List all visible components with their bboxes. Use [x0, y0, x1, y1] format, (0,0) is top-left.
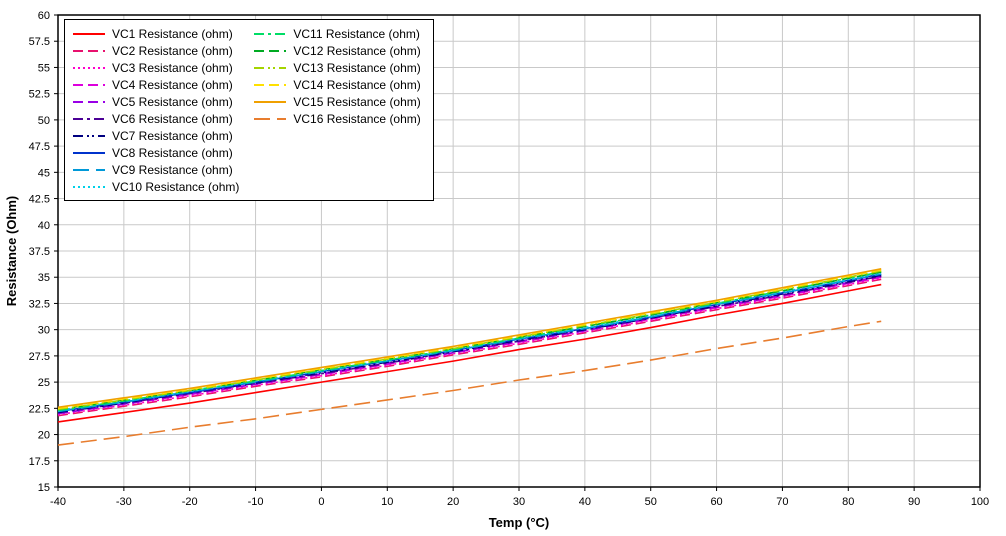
chart-legend: VC1 Resistance (ohm) VC2 Resistance (ohm)…	[64, 19, 434, 201]
legend-item-vc5: VC5 Resistance (ohm)	[72, 93, 239, 110]
y-tick-label: 57.5	[29, 36, 50, 48]
legend-item-vc16: VC16 Resistance (ohm)	[253, 110, 421, 127]
legend-label: VC8 Resistance (ohm)	[112, 145, 233, 160]
x-tick-label: 90	[908, 496, 920, 508]
x-tick-label: 80	[842, 496, 854, 508]
x-tick-label: 10	[381, 496, 393, 508]
legend-line-sample-icon	[254, 117, 287, 120]
legend-label: VC4 Resistance (ohm)	[112, 77, 233, 92]
series-line-vc2	[57, 278, 882, 417]
series-line-vc1	[57, 283, 882, 423]
legend-line-sample-icon	[73, 168, 105, 171]
legend-line-sample-icon	[73, 134, 105, 137]
legend-label: VC11 Resistance (ohm)	[293, 26, 420, 41]
legend-column: VC1 Resistance (ohm) VC2 Resistance (ohm)…	[72, 25, 239, 195]
legend-item-vc11: VC11 Resistance (ohm)	[253, 25, 420, 42]
legend-item-vc14: VC14 Resistance (ohm)	[253, 76, 421, 93]
legend-item-vc4: VC4 Resistance (ohm)	[72, 76, 239, 93]
y-tick-label: 32.5	[29, 298, 50, 310]
y-tick-label: 30	[38, 325, 50, 337]
x-tick-label: 50	[645, 496, 657, 508]
series-line-vc13	[57, 270, 882, 411]
y-tick-label: 20	[38, 430, 50, 442]
series-line-vc16	[57, 320, 882, 446]
legend-label: VC5 Resistance (ohm)	[112, 94, 233, 109]
x-tick-label: 40	[579, 496, 591, 508]
legend-item-vc8: VC8 Resistance (ohm)	[72, 144, 239, 161]
series-line-vc15	[57, 268, 882, 409]
legend-label: VC2 Resistance (ohm)	[112, 43, 233, 58]
x-tick-label: 70	[776, 496, 788, 508]
legend-item-vc7: VC7 Resistance (ohm)	[72, 127, 239, 144]
y-tick-label: 47.5	[29, 141, 50, 153]
legend-item-vc3: VC3 Resistance (ohm)	[72, 59, 239, 76]
legend-line-sample-icon	[73, 117, 105, 120]
legend-item-vc15: VC15 Resistance (ohm)	[253, 93, 421, 110]
y-tick-label: 52.5	[29, 89, 50, 101]
legend-label: VC15 Resistance (ohm)	[293, 94, 421, 109]
legend-label: VC13 Resistance (ohm)	[293, 60, 421, 75]
legend-label: VC9 Resistance (ohm)	[112, 162, 233, 177]
legend-line-sample-icon	[73, 32, 105, 35]
x-tick-label: -40	[50, 496, 66, 508]
series-line-vc14	[57, 269, 882, 410]
y-tick-label: 17.5	[29, 456, 50, 468]
legend-item-vc13: VC13 Resistance (ohm)	[253, 59, 421, 76]
legend-label: VC16 Resistance (ohm)	[293, 111, 421, 126]
legend-item-vc9: VC9 Resistance (ohm)	[72, 161, 239, 178]
x-tick-label: -30	[116, 496, 132, 508]
legend-line-sample-icon	[254, 49, 287, 52]
y-tick-label: 15	[38, 482, 50, 494]
legend-line-sample-icon	[73, 66, 105, 69]
y-tick-label: 50	[38, 115, 50, 127]
legend-item-vc2: VC2 Resistance (ohm)	[72, 42, 239, 59]
legend-line-sample-icon	[254, 32, 287, 35]
series-line-vc6	[57, 275, 882, 414]
x-axis-title: Temp (°C)	[489, 515, 550, 530]
legend-line-sample-icon	[73, 151, 105, 154]
legend-item-vc12: VC12 Resistance (ohm)	[253, 42, 421, 59]
x-tick-label: 100	[971, 496, 989, 508]
x-tick-label: -10	[248, 496, 264, 508]
series-line-vc9	[57, 273, 882, 413]
y-tick-label: 42.5	[29, 194, 50, 206]
legend-label: VC12 Resistance (ohm)	[293, 43, 421, 58]
legend-line-sample-icon	[254, 100, 287, 103]
legend-line-sample-icon	[254, 83, 287, 86]
legend-line-sample-icon	[254, 66, 287, 69]
legend-label: VC10 Resistance (ohm)	[112, 179, 240, 194]
x-tick-label: 0	[318, 496, 324, 508]
x-tick-label: 30	[513, 496, 525, 508]
legend-item-vc10: VC10 Resistance (ohm)	[72, 178, 239, 195]
x-tick-label: 60	[710, 496, 722, 508]
series-line-vc4	[57, 276, 882, 415]
legend-label: VC1 Resistance (ohm)	[112, 26, 233, 41]
y-axis-title: Resistance (Ohm)	[4, 196, 19, 307]
legend-label: VC3 Resistance (ohm)	[112, 60, 233, 75]
y-tick-label: 60	[38, 10, 50, 22]
y-tick-label: 27.5	[29, 351, 50, 363]
legend-column: VC11 Resistance (ohm) VC12 Resistance (oh…	[253, 25, 421, 195]
legend-label: VC6 Resistance (ohm)	[112, 111, 233, 126]
legend-label: VC7 Resistance (ohm)	[112, 128, 233, 143]
legend-label: VC14 Resistance (ohm)	[293, 77, 421, 92]
y-tick-label: 37.5	[29, 246, 50, 258]
y-tick-label: 22.5	[29, 403, 50, 415]
legend-item-vc6: VC6 Resistance (ohm)	[72, 110, 239, 127]
legend-line-sample-icon	[73, 100, 105, 103]
y-tick-label: 35	[38, 272, 50, 284]
y-tick-label: 45	[38, 167, 50, 179]
legend-line-sample-icon	[73, 185, 105, 188]
legend-item-vc1: VC1 Resistance (ohm)	[72, 25, 239, 42]
y-tick-label: 25	[38, 377, 50, 389]
legend-line-sample-icon	[73, 83, 105, 86]
x-tick-label: 20	[447, 496, 459, 508]
x-tick-label: -20	[182, 496, 198, 508]
y-tick-label: 40	[38, 220, 50, 232]
y-tick-label: 55	[38, 62, 50, 74]
legend-line-sample-icon	[73, 49, 105, 52]
